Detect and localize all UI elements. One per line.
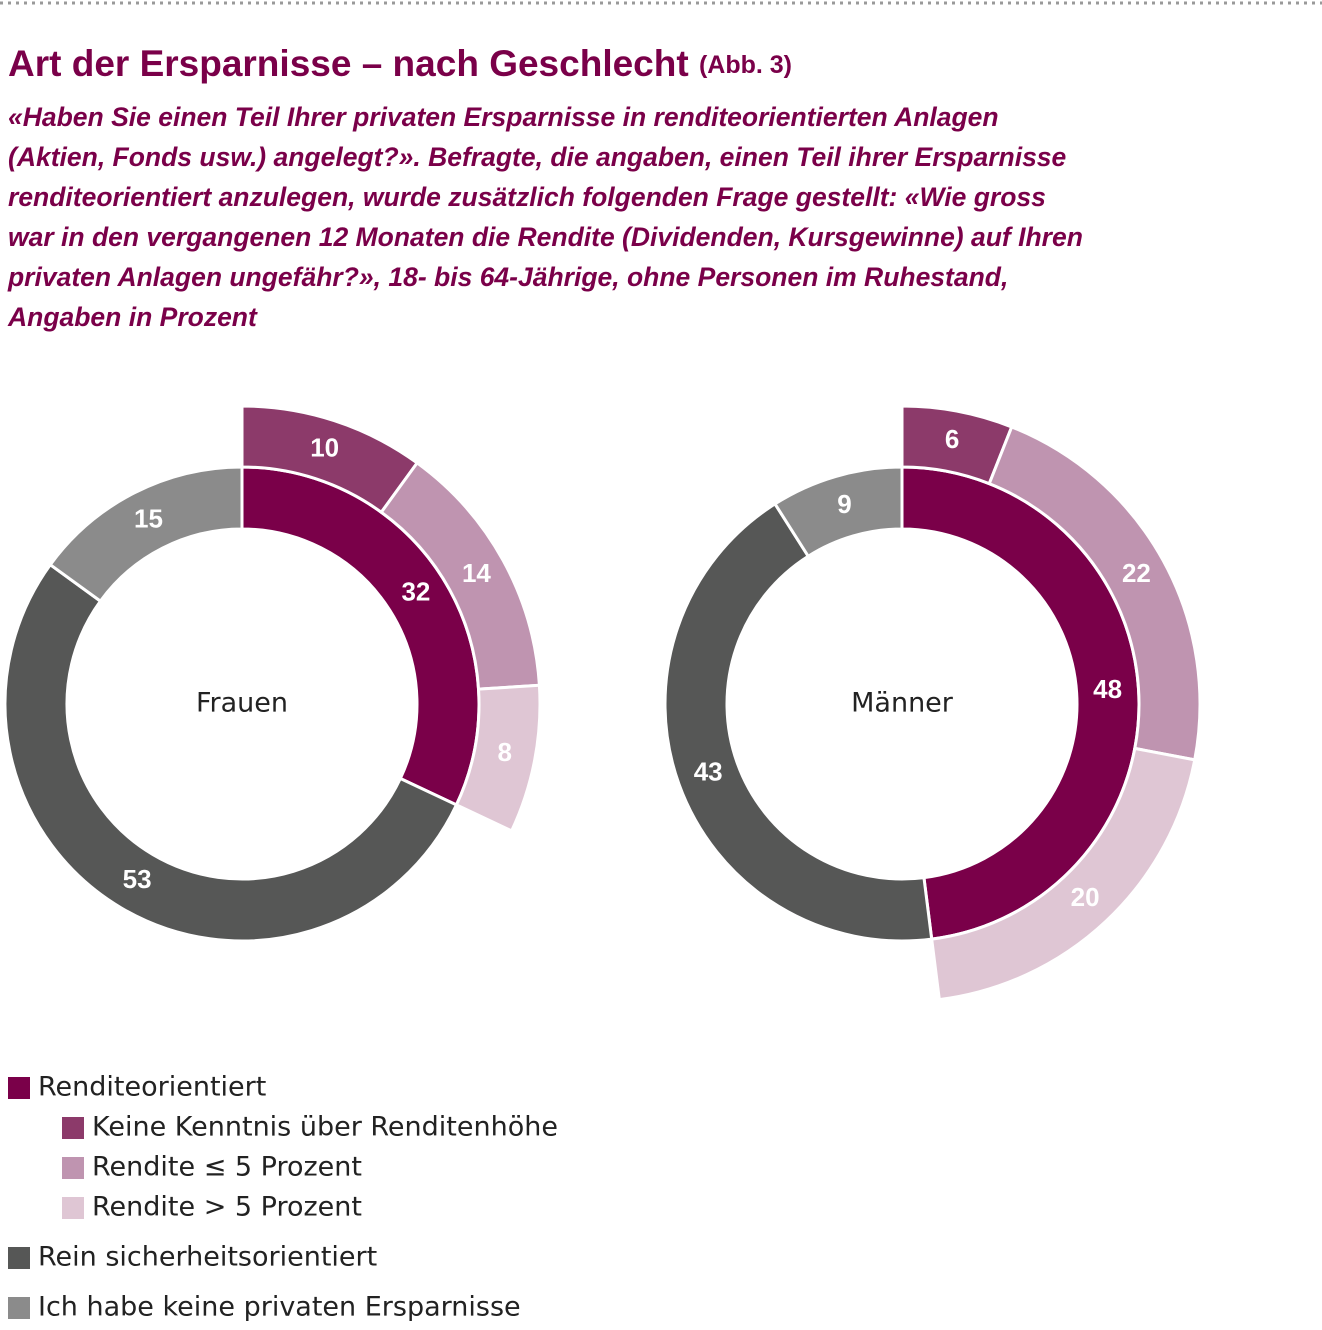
legend-swatch xyxy=(8,1077,30,1099)
legend-label: Rendite > 5 Prozent xyxy=(92,1192,362,1223)
subtitle-line: war in den vergangenen 12 Monaten die Re… xyxy=(8,222,1083,252)
legend-swatch xyxy=(62,1117,84,1139)
legend-swatch xyxy=(62,1197,84,1219)
legend-swatch xyxy=(62,1157,84,1179)
legend-label: Rein sicherheitsorientiert xyxy=(38,1242,377,1273)
data-label: 22 xyxy=(1122,558,1151,588)
donut-segment xyxy=(454,683,542,833)
data-label: 20 xyxy=(1071,882,1100,912)
data-label: 32 xyxy=(401,576,430,606)
data-label: 8 xyxy=(498,737,512,767)
subtitle-line: Angaben in Prozent xyxy=(7,302,258,332)
donut-segment xyxy=(663,501,934,943)
title: Art der Ersparnisse – nach Geschlecht xyxy=(8,43,689,84)
chart-title: Art der Ersparnisse – nach Geschlecht (A… xyxy=(8,43,792,84)
data-label: 6 xyxy=(945,424,959,454)
subtitle-line: «Haben Sie einen Teil Ihrer privaten Ers… xyxy=(8,102,999,132)
data-label: 15 xyxy=(134,503,163,533)
data-label: 9 xyxy=(837,489,851,519)
legend-swatch xyxy=(8,1247,30,1269)
legend-label: Rendite ≤ 5 Prozent xyxy=(92,1152,362,1183)
legend-swatch xyxy=(8,1297,30,1319)
donut-segment xyxy=(3,562,459,943)
data-label: 43 xyxy=(694,757,723,787)
title-note: (Abb. 3) xyxy=(699,51,792,79)
center-label: Frauen xyxy=(196,688,288,719)
subtitle-line: (Aktien, Fonds usw.) angelegt?». Befragt… xyxy=(8,142,1066,172)
donut-segment xyxy=(930,746,1197,1002)
data-label: 14 xyxy=(462,558,491,588)
legend-label: Keine Kenntnis über Renditenhöhe xyxy=(92,1112,558,1143)
legend-label: Ich habe keine privaten Ersparnisse xyxy=(38,1292,521,1323)
center-label: Männer xyxy=(851,688,954,719)
subtitle-line: privaten Anlagen ungefähr?», 18- bis 64-… xyxy=(7,262,1008,292)
data-label: 53 xyxy=(123,864,152,894)
data-label: 10 xyxy=(310,432,339,462)
subtitle-line: renditeorientiert anzulegen, wurde zusät… xyxy=(8,182,1046,212)
donut-segment xyxy=(48,465,244,604)
data-label: 48 xyxy=(1093,674,1122,704)
legend-label: Renditeorientiert xyxy=(38,1072,266,1103)
